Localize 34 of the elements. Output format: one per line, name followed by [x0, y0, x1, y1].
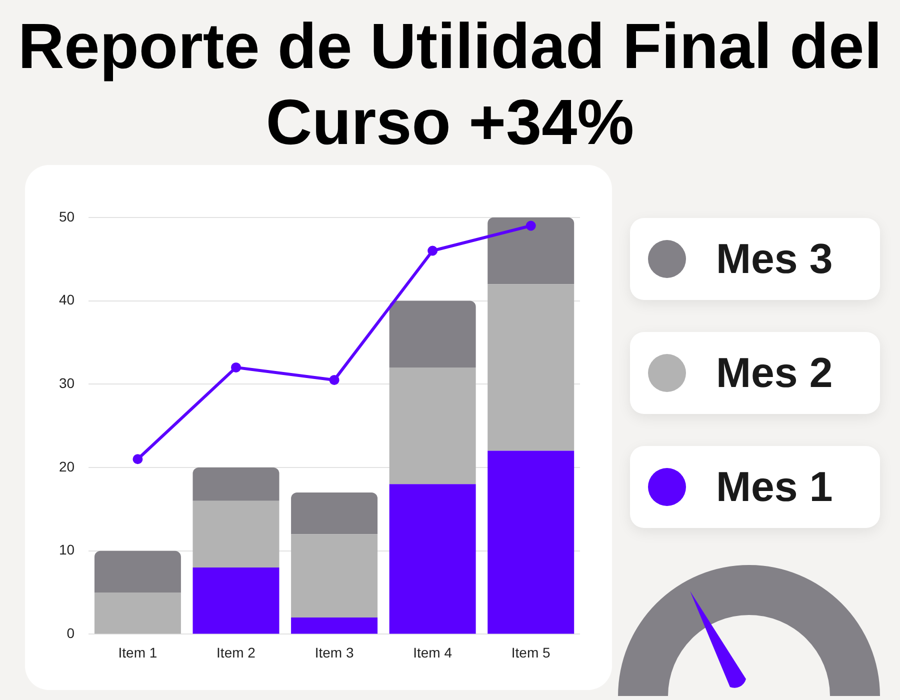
x-tick-label: Item 1: [118, 644, 158, 660]
bar: [291, 492, 378, 534]
point: [526, 220, 536, 231]
x-tick-label: Item 2: [216, 644, 256, 660]
chart-title: Reporte de Utilidad Final del Curso +34%: [16, 9, 884, 160]
bar: [291, 618, 378, 634]
x-tick-label: Item 5: [511, 644, 551, 660]
point: [132, 454, 143, 464]
bar: [192, 467, 280, 501]
bar: [389, 484, 476, 634]
y-tick-label: 30: [58, 374, 75, 391]
bar: [192, 568, 280, 634]
y-tick-label: 0: [66, 625, 75, 642]
point: [329, 374, 340, 385]
bar: [488, 450, 574, 634]
bar: [488, 217, 574, 284]
point: [428, 246, 438, 256]
y-tick-label: 20: [58, 458, 75, 474]
bar: [192, 500, 280, 568]
bar: [389, 367, 476, 484]
y-tick-label: 50: [58, 208, 75, 224]
bar: [94, 592, 181, 634]
legend-label: Mes 1: [716, 463, 833, 511]
y-tick-label: 40: [58, 292, 75, 308]
y-tick-label: 10: [58, 542, 75, 558]
bar: [291, 534, 378, 618]
bar: [389, 300, 476, 368]
bar: [94, 550, 181, 593]
legend-label: Mes 2: [716, 349, 833, 397]
x-tick-label: Item 3: [314, 644, 354, 660]
point: [231, 362, 241, 372]
legend-label: Mes 3: [716, 235, 833, 283]
bar: [488, 284, 574, 451]
x-tick-label: Item 4: [413, 644, 452, 660]
